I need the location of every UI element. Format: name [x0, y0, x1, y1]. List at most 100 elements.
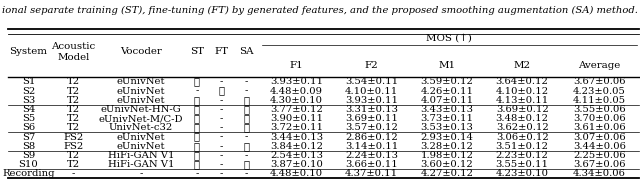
- Text: Vocoder: Vocoder: [120, 47, 162, 56]
- Text: T2: T2: [67, 87, 80, 95]
- Text: 4.10±0.12: 4.10±0.12: [495, 87, 548, 95]
- Text: eUnivNet: eUnivNet: [117, 133, 165, 141]
- Text: 4.27±0.12: 4.27±0.12: [420, 169, 474, 178]
- Text: Acoustic
Model: Acoustic Model: [51, 42, 95, 62]
- Text: -: -: [220, 151, 223, 160]
- Text: ✓: ✓: [194, 105, 200, 114]
- Text: FS2: FS2: [63, 142, 84, 151]
- Text: S9: S9: [22, 151, 35, 160]
- Text: 4.48±0.10: 4.48±0.10: [270, 169, 323, 178]
- Text: 3.57±0.12: 3.57±0.12: [345, 123, 398, 132]
- Text: eUnivNet: eUnivNet: [117, 96, 165, 105]
- Text: 3.69±0.11: 3.69±0.11: [345, 114, 398, 123]
- Text: T2: T2: [67, 77, 80, 86]
- Text: -: -: [220, 169, 223, 178]
- Text: FT: FT: [214, 47, 228, 56]
- Text: System: System: [10, 47, 47, 56]
- Text: T2: T2: [67, 96, 80, 105]
- Text: 4.23±0.10: 4.23±0.10: [495, 169, 548, 178]
- Text: 4.07±0.11: 4.07±0.11: [420, 96, 474, 105]
- Text: eUnivNet-M/C-D: eUnivNet-M/C-D: [99, 114, 184, 123]
- Text: -: -: [244, 77, 248, 86]
- Text: 3.67±0.06: 3.67±0.06: [573, 77, 625, 86]
- Text: T2: T2: [67, 151, 80, 160]
- Text: ✓: ✓: [194, 160, 200, 169]
- Text: S5: S5: [22, 114, 35, 123]
- Text: 3.62±0.12: 3.62±0.12: [496, 123, 548, 132]
- Text: T2: T2: [67, 114, 80, 123]
- Text: S8: S8: [22, 142, 35, 151]
- Text: 4.13±0.11: 4.13±0.11: [495, 96, 548, 105]
- Text: 3.59±0.12: 3.59±0.12: [420, 77, 474, 86]
- Text: S10: S10: [19, 160, 38, 169]
- Text: S1: S1: [22, 77, 35, 86]
- Text: 3.67±0.06: 3.67±0.06: [573, 160, 625, 169]
- Text: -: -: [220, 105, 223, 114]
- Text: ✓: ✓: [243, 123, 250, 132]
- Text: 3.44±0.13: 3.44±0.13: [270, 133, 323, 141]
- Text: F1: F1: [290, 61, 303, 70]
- Text: eUnivNet-HN-G: eUnivNet-HN-G: [101, 105, 182, 114]
- Text: 4.37±0.11: 4.37±0.11: [345, 169, 398, 178]
- Text: S7: S7: [22, 133, 35, 141]
- Text: 3.43±0.13: 3.43±0.13: [420, 105, 474, 114]
- Text: 3.55±0.11: 3.55±0.11: [495, 160, 548, 169]
- Text: UnivNet-c32: UnivNet-c32: [109, 123, 173, 132]
- Text: SA: SA: [239, 47, 253, 56]
- Text: 3.06±0.12: 3.06±0.12: [496, 133, 548, 141]
- Text: ✓: ✓: [243, 114, 250, 123]
- Text: eUnivNet: eUnivNet: [117, 87, 165, 95]
- Text: 4.26±0.11: 4.26±0.11: [420, 87, 474, 95]
- Text: 3.28±0.12: 3.28±0.12: [420, 142, 474, 151]
- Text: 4.23±0.05: 4.23±0.05: [573, 87, 626, 95]
- Text: -: -: [220, 77, 223, 86]
- Text: M1: M1: [438, 61, 456, 70]
- Text: 3.93±0.11: 3.93±0.11: [270, 77, 323, 86]
- Text: 3.53±0.13: 3.53±0.13: [420, 123, 474, 132]
- Text: 4.10±0.11: 4.10±0.11: [345, 87, 398, 95]
- Text: 3.90±0.11: 3.90±0.11: [270, 114, 323, 123]
- Text: Recording: Recording: [2, 169, 54, 178]
- Text: FS2: FS2: [63, 133, 84, 141]
- Text: 3.69±0.12: 3.69±0.12: [496, 105, 548, 114]
- Text: T2: T2: [67, 160, 80, 169]
- Text: 3.87±0.10: 3.87±0.10: [270, 160, 323, 169]
- Text: S4: S4: [22, 105, 35, 114]
- Text: 3.55±0.06: 3.55±0.06: [573, 105, 625, 114]
- Text: 3.51±0.12: 3.51±0.12: [495, 142, 548, 151]
- Text: 2.93±0.14: 2.93±0.14: [420, 133, 474, 141]
- Text: -: -: [244, 151, 248, 160]
- Text: 3.77±0.12: 3.77±0.12: [270, 105, 323, 114]
- Text: F2: F2: [365, 61, 379, 70]
- Text: MOS (↑): MOS (↑): [426, 34, 472, 43]
- Text: -: -: [220, 96, 223, 105]
- Text: ✓: ✓: [194, 133, 200, 141]
- Text: -: -: [244, 133, 248, 141]
- Text: 2.25±0.06: 2.25±0.06: [573, 151, 625, 160]
- Text: 3.48±0.12: 3.48±0.12: [495, 114, 548, 123]
- Text: T2: T2: [67, 105, 80, 114]
- Text: ✓: ✓: [243, 105, 250, 114]
- Text: ional separate training (ST), fine-tuning (FT) by generated features, and the pr: ional separate training (ST), fine-tunin…: [2, 6, 638, 15]
- Text: eUnivNet: eUnivNet: [117, 77, 165, 86]
- Text: ✓: ✓: [243, 142, 250, 151]
- Text: 2.23±0.12: 2.23±0.12: [496, 151, 548, 160]
- Text: S3: S3: [22, 96, 35, 105]
- Text: -: -: [244, 169, 248, 178]
- Text: -: -: [220, 160, 223, 169]
- Text: 3.14±0.11: 3.14±0.11: [345, 142, 398, 151]
- Text: 3.73±0.11: 3.73±0.11: [420, 114, 474, 123]
- Text: HiFi-GAN V1: HiFi-GAN V1: [108, 160, 175, 169]
- Text: 3.72±0.11: 3.72±0.11: [270, 123, 323, 132]
- Text: 4.11±0.05: 4.11±0.05: [573, 96, 626, 105]
- Text: 3.61±0.06: 3.61±0.06: [573, 123, 625, 132]
- Text: 3.31±0.13: 3.31±0.13: [345, 105, 398, 114]
- Text: 3.54±0.11: 3.54±0.11: [345, 77, 398, 86]
- Text: 3.44±0.06: 3.44±0.06: [573, 142, 626, 151]
- Text: S6: S6: [22, 123, 35, 132]
- Text: -: -: [220, 123, 223, 132]
- Text: -: -: [220, 133, 223, 141]
- Text: -: -: [220, 142, 223, 151]
- Text: 3.70±0.06: 3.70±0.06: [573, 114, 625, 123]
- Text: M2: M2: [513, 61, 531, 70]
